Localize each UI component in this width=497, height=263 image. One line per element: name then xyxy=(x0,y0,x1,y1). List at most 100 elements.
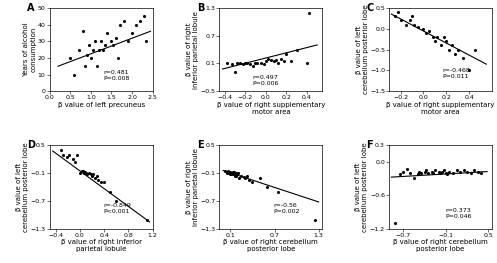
Point xyxy=(241,61,249,65)
Point xyxy=(436,171,444,175)
Point xyxy=(293,47,301,52)
Y-axis label: β value of left
cerebellum posterior lobe: β value of left cerebellum posterior lob… xyxy=(16,142,29,232)
Y-axis label: Years of alcohol
consumption: Years of alcohol consumption xyxy=(23,22,36,77)
Point xyxy=(97,39,105,43)
Point xyxy=(85,42,93,47)
Point xyxy=(411,22,418,27)
Point xyxy=(235,176,243,180)
Point xyxy=(391,14,399,18)
Point xyxy=(456,170,464,174)
Point xyxy=(241,176,249,180)
Text: r=-0.468
P=0.011: r=-0.468 P=0.011 xyxy=(443,68,470,79)
Point xyxy=(82,171,90,175)
Point xyxy=(238,173,246,178)
Point xyxy=(136,19,144,23)
Text: r=-0.849
P<0.001: r=-0.849 P<0.001 xyxy=(103,203,131,214)
Point xyxy=(99,47,107,52)
Point xyxy=(224,169,232,173)
Point xyxy=(474,170,482,174)
Point xyxy=(460,56,468,60)
Point xyxy=(303,60,311,65)
Point xyxy=(227,172,235,176)
Point xyxy=(445,170,453,174)
Point xyxy=(91,39,99,43)
Point xyxy=(63,155,71,159)
Point xyxy=(429,171,437,175)
Point xyxy=(89,172,97,176)
Point xyxy=(414,24,422,29)
Point xyxy=(270,59,278,63)
Text: r=-0.56
P=0.002: r=-0.56 P=0.002 xyxy=(273,203,299,214)
Point xyxy=(79,29,86,33)
Point xyxy=(277,57,285,61)
Point xyxy=(107,39,115,43)
Point xyxy=(463,170,471,174)
X-axis label: β value of right cerebellum
posterior lobe: β value of right cerebellum posterior lo… xyxy=(224,239,318,252)
Point xyxy=(400,170,408,174)
Point xyxy=(391,221,399,225)
Point xyxy=(253,60,261,65)
Point xyxy=(231,173,239,178)
Point xyxy=(445,47,453,52)
Point xyxy=(226,172,234,176)
Point xyxy=(396,172,404,176)
Point xyxy=(431,168,439,173)
Point xyxy=(228,62,236,67)
Point xyxy=(88,173,96,178)
Point xyxy=(251,60,259,65)
Point xyxy=(109,42,117,47)
Point xyxy=(442,171,450,175)
Point xyxy=(260,62,268,67)
Point xyxy=(83,53,91,57)
Point xyxy=(97,180,105,185)
Point xyxy=(87,56,95,60)
Point xyxy=(454,47,462,52)
Point xyxy=(106,190,114,194)
X-axis label: β value of right supplementary
motor area: β value of right supplementary motor are… xyxy=(386,102,495,115)
Text: r=0.373
P=0.046: r=0.373 P=0.046 xyxy=(446,208,472,219)
Point xyxy=(93,173,101,178)
Point xyxy=(414,172,421,176)
Y-axis label: β value of right
inferior parietal lobule: β value of right inferior parietal lobul… xyxy=(186,148,199,226)
Point xyxy=(311,218,319,222)
Point xyxy=(410,176,418,180)
Point xyxy=(403,167,411,171)
Point xyxy=(229,170,237,174)
Point xyxy=(112,199,120,203)
Point xyxy=(403,22,411,27)
Point xyxy=(425,29,433,33)
Point xyxy=(143,218,151,222)
Point xyxy=(424,171,432,175)
Point xyxy=(124,39,132,43)
Point xyxy=(73,153,81,157)
Point xyxy=(422,31,430,35)
Text: A: A xyxy=(27,3,35,13)
Point xyxy=(428,35,436,39)
X-axis label: β value of left precuneus: β value of left precuneus xyxy=(58,102,145,108)
Point xyxy=(263,185,271,189)
Point xyxy=(83,172,91,176)
Point xyxy=(66,56,74,60)
Point xyxy=(233,61,241,65)
Point xyxy=(128,31,136,35)
Text: r=0.497
P=0.006: r=0.497 P=0.006 xyxy=(252,75,279,86)
Point xyxy=(78,169,86,173)
Point xyxy=(80,171,88,175)
Point xyxy=(440,168,448,173)
Point xyxy=(419,27,427,31)
Point xyxy=(448,43,456,48)
Point xyxy=(223,60,231,65)
Point xyxy=(143,39,151,43)
Point xyxy=(114,56,122,60)
Point xyxy=(438,170,446,174)
Point xyxy=(116,22,124,27)
Point xyxy=(264,57,272,61)
Point xyxy=(132,22,140,27)
Text: C: C xyxy=(366,3,374,13)
Text: E: E xyxy=(197,140,203,150)
Point xyxy=(440,35,448,39)
Point xyxy=(449,171,457,175)
Point xyxy=(420,170,428,174)
Point xyxy=(81,64,88,68)
Point xyxy=(287,59,295,63)
